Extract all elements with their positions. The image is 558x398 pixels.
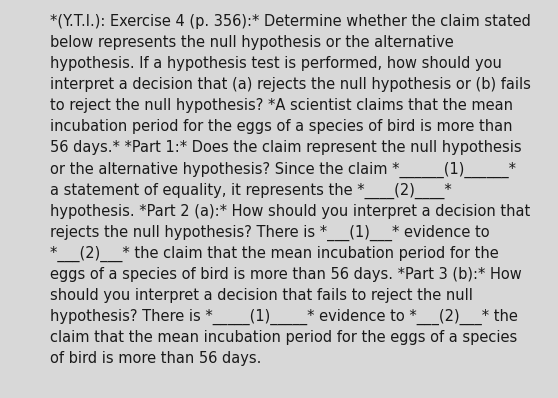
Text: interpret a decision that (a) rejects the null hypothesis or (b) fails: interpret a decision that (a) rejects th… [50,77,531,92]
Text: should you interpret a decision that fails to reject the null: should you interpret a decision that fai… [50,288,473,303]
Text: *(Y.T.I.): Exercise 4 (p. 356):* Determine whether the claim stated: *(Y.T.I.): Exercise 4 (p. 356):* Determi… [50,14,531,29]
Text: to reject the null hypothesis? *A scientist claims that the mean: to reject the null hypothesis? *A scient… [50,98,513,113]
Text: hypothesis? There is *_____(1)_____* evidence to *___(2)___* the: hypothesis? There is *_____(1)_____* evi… [50,309,518,326]
Text: a statement of equality, it represents the *____(2)____*: a statement of equality, it represents t… [50,183,452,199]
Text: eggs of a species of bird is more than 56 days. *Part 3 (b):* How: eggs of a species of bird is more than 5… [50,267,522,282]
Text: rejects the null hypothesis? There is *___(1)___* evidence to: rejects the null hypothesis? There is *_… [50,225,490,241]
Text: incubation period for the eggs of a species of bird is more than: incubation period for the eggs of a spec… [50,119,513,135]
Text: *___(2)___* the claim that the mean incubation period for the: *___(2)___* the claim that the mean incu… [50,246,499,262]
Text: below represents the null hypothesis or the alternative: below represents the null hypothesis or … [50,35,454,50]
Text: 56 days.* *Part 1:* Does the claim represent the null hypothesis: 56 days.* *Part 1:* Does the claim repre… [50,140,522,156]
Text: claim that the mean incubation period for the eggs of a species: claim that the mean incubation period fo… [50,330,517,345]
Text: of bird is more than 56 days.: of bird is more than 56 days. [50,351,262,367]
Text: hypothesis. *Part 2 (a):* How should you interpret a decision that: hypothesis. *Part 2 (a):* How should you… [50,204,531,219]
Text: or the alternative hypothesis? Since the claim *______(1)______*: or the alternative hypothesis? Since the… [50,162,516,178]
Text: hypothesis. If a hypothesis test is performed, how should you: hypothesis. If a hypothesis test is perf… [50,56,502,71]
